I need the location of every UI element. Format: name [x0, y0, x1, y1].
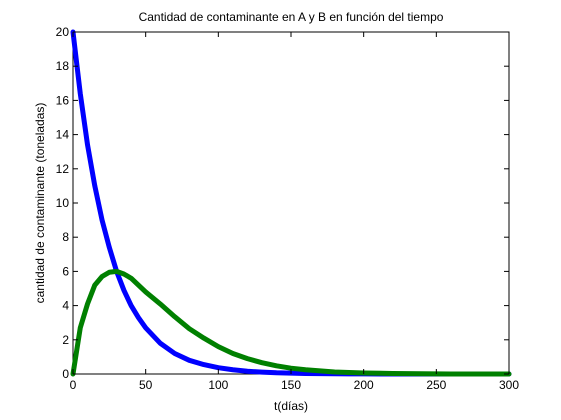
y-tick-label: 20 [56, 25, 70, 39]
x-tick-label: 100 [208, 378, 228, 392]
tick-layer: 0 50 100 150 200 250 300 0 2 4 6 8 10 12 14 16 18 20 [56, 25, 520, 392]
x-axis-label: t(días) [274, 399, 308, 413]
y-tick-label: 8 [62, 230, 69, 244]
x-tick-label: 300 [499, 378, 519, 392]
x-tick-label: 0 [70, 378, 77, 392]
y-tick-label: 6 [62, 264, 69, 278]
plot-area [72, 31, 510, 375]
chart-title: Cantidad de contaminante en A y B en fun… [139, 10, 444, 24]
x-tick-label: 250 [426, 378, 446, 392]
y-tick-label: 4 [62, 299, 69, 313]
y-tick-label: 12 [56, 162, 70, 176]
y-axis-label: cantidad de contaminante (toneladas) [33, 103, 47, 304]
x-tick-label: 200 [354, 378, 374, 392]
y-tick-label: 10 [56, 196, 70, 210]
y-tick-label: 2 [62, 333, 69, 347]
x-tick-label: 50 [139, 378, 153, 392]
x-tick-label: 150 [281, 378, 301, 392]
y-tick-label: 0 [62, 367, 69, 381]
y-tick-label: 18 [56, 59, 70, 73]
y-tick-label: 14 [56, 128, 70, 142]
y-tick-label: 16 [56, 93, 70, 107]
